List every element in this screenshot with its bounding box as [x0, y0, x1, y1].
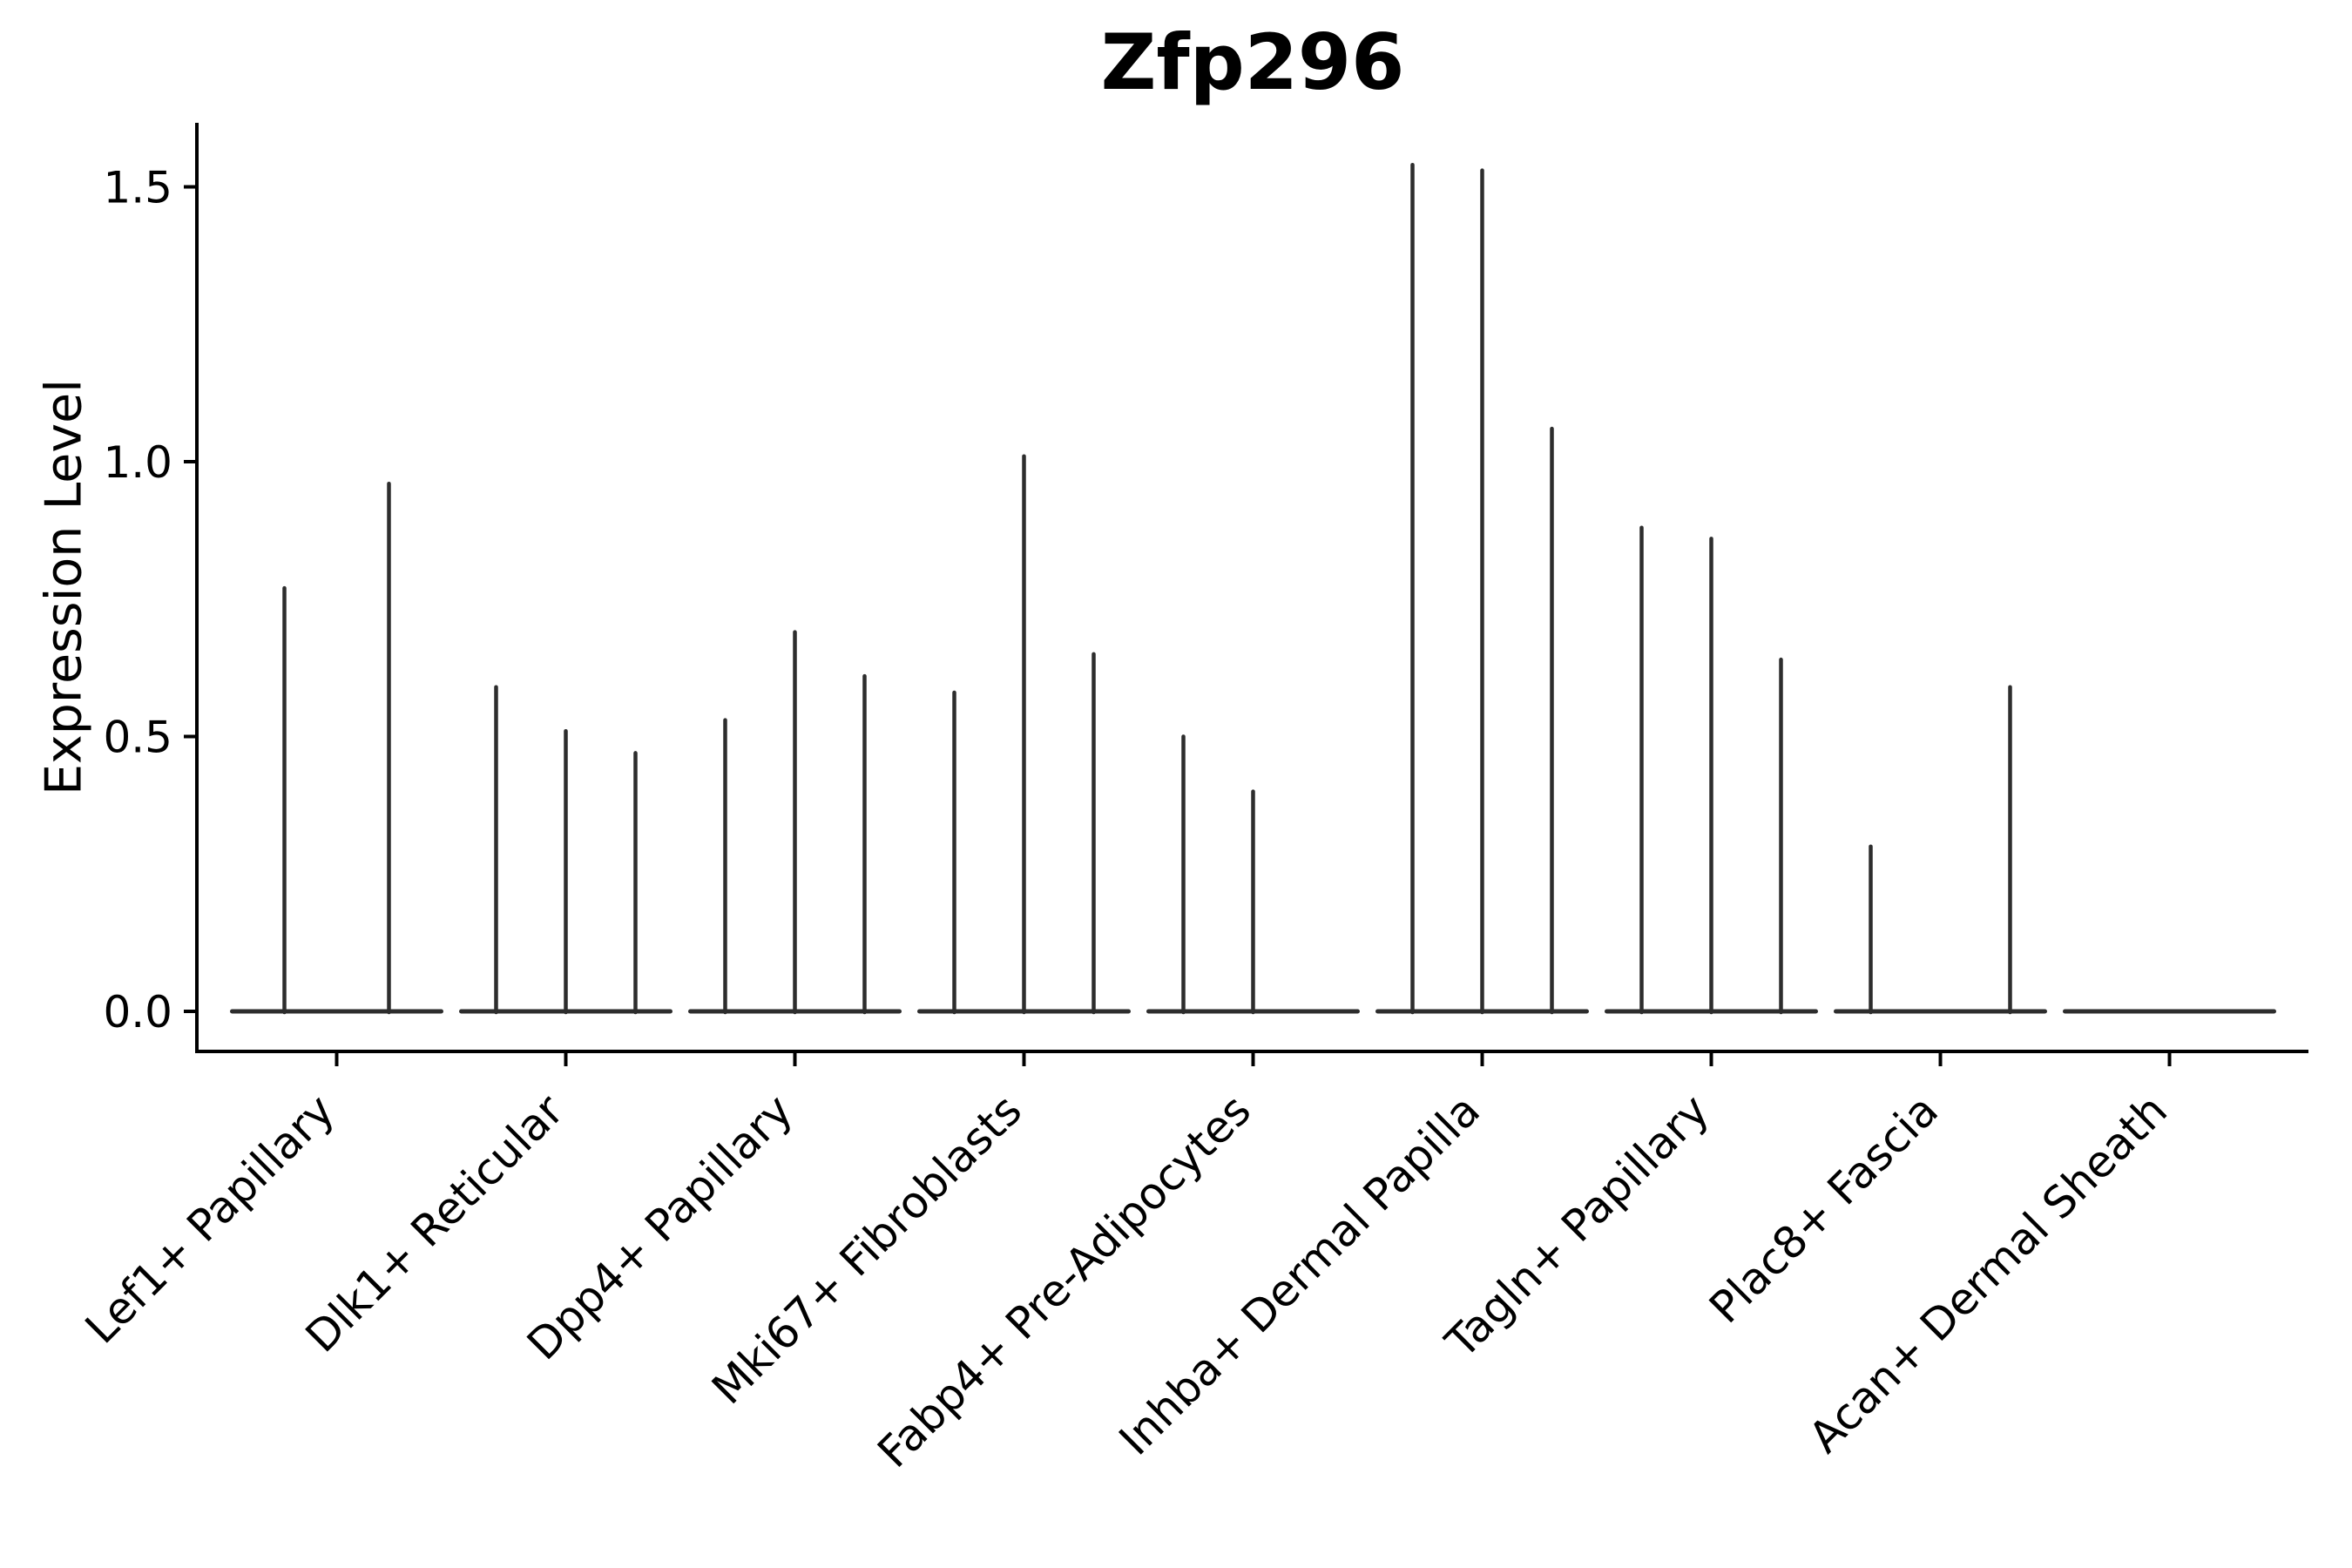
y-tick-label: 1.0	[103, 437, 172, 488]
plot-title: Zfp296	[1100, 17, 1405, 107]
x-tick-label: Fabp4+ Pre-Adipocytes	[868, 1085, 1260, 1477]
y-tick-label: 0.0	[103, 987, 172, 1037]
y-tick-label: 0.5	[103, 713, 172, 763]
x-tick-label: Plac8+ Fascia	[1700, 1085, 1948, 1333]
y-tick-label: 1.5	[103, 163, 172, 213]
x-tick-label: Lef1+ Papillary	[76, 1085, 344, 1353]
